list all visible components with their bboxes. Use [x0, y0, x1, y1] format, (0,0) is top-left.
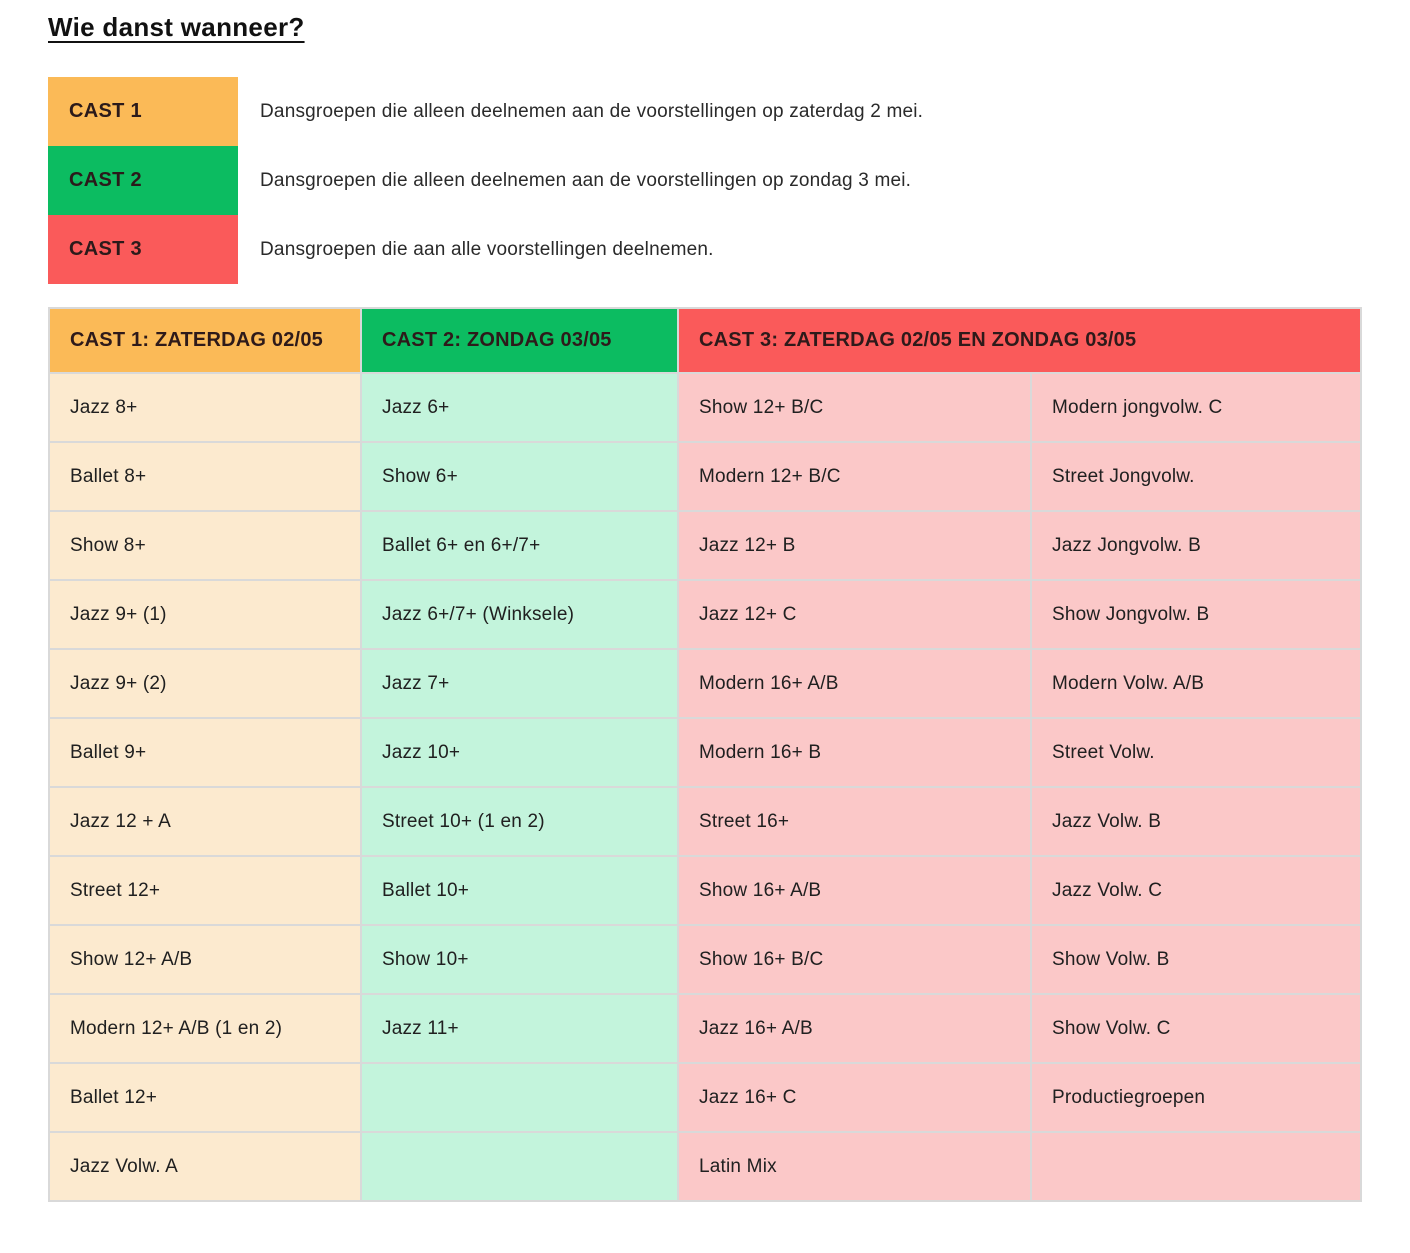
table-cell: Jazz 10+	[360, 717, 679, 788]
table-cell: Show Volw. B	[1029, 924, 1363, 995]
table-cell: Jazz 16+ A/B	[677, 993, 1032, 1064]
table-cell: Street 12+	[48, 855, 362, 926]
table-cell: Modern 16+ B	[677, 717, 1032, 788]
table-cell: Show 12+ A/B	[48, 924, 362, 995]
table-cell: Ballet 12+	[48, 1062, 362, 1133]
table-cell: Jazz 7+	[360, 648, 679, 719]
table-cell: Street Volw.	[1029, 717, 1363, 788]
table-cell: Street 10+ (1 en 2)	[360, 786, 679, 857]
table-cell	[360, 1131, 679, 1202]
table-cell: Modern jongvolw. C	[1029, 372, 1363, 443]
table-cell: Jazz 11+	[360, 993, 679, 1064]
table-cell: Productiegroepen	[1029, 1062, 1363, 1133]
table-cell: Jazz Volw. B	[1029, 786, 1363, 857]
table-cell: Show 8+	[48, 510, 362, 581]
table-cell: Jazz 12 + A	[48, 786, 362, 857]
table-cell: Jazz 12+ C	[677, 579, 1032, 650]
table-cell: Show Volw. C	[1029, 993, 1363, 1064]
column-header-cast2: CAST 2: ZONDAG 03/05	[360, 307, 679, 374]
schedule-table: CAST 1: ZATERDAG 02/05 CAST 2: ZONDAG 03…	[48, 307, 1363, 1202]
table-cell: Show 16+ A/B	[677, 855, 1032, 926]
table-row: Ballet 9+ Jazz 10+ Modern 16+ B Street Volw…	[48, 717, 1363, 788]
legend-item-cast1: CAST 1 Dansgroepen die alleen deelnemen …	[48, 77, 1410, 146]
column-header-cast1: CAST 1: ZATERDAG 02/05	[48, 307, 362, 374]
table-cell: Ballet 8+	[48, 441, 362, 512]
table-cell: Modern 12+ B/C	[677, 441, 1032, 512]
table-cell	[1029, 1131, 1363, 1202]
legend: CAST 1 Dansgroepen die alleen deelnemen …	[48, 77, 1410, 284]
table-cell: Jazz 9+ (1)	[48, 579, 362, 650]
table-cell: Modern 12+ A/B (1 en 2)	[48, 993, 362, 1064]
legend-description-cast1: Dansgroepen die alleen deelnemen aan de …	[260, 100, 924, 122]
table-cell: Show 16+ B/C	[677, 924, 1032, 995]
legend-item-cast3: CAST 3 Dansgroepen die aan alle voorstel…	[48, 215, 1410, 284]
table-row: Street 12+ Ballet 10+ Show 16+ A/B Jazz Vol…	[48, 855, 1363, 926]
legend-description-cast2: Dansgroepen die alleen deelnemen aan de …	[260, 169, 912, 191]
page-title: Wie danst wanneer?	[48, 12, 305, 42]
table-cell: Street 16+	[677, 786, 1032, 857]
table-row: Modern 12+ A/B (1 en 2) Jazz 11+ Jazz 16+ …	[48, 993, 1363, 1064]
table-cell: Jazz Volw. A	[48, 1131, 362, 1202]
table-cell: Ballet 9+	[48, 717, 362, 788]
legend-label-cast2: CAST 2	[69, 169, 142, 191]
table-row: Show 12+ A/B Show 10+ Show 16+ B/C Show Vol…	[48, 924, 1363, 995]
table-cell: Jazz Volw. C	[1029, 855, 1363, 926]
table-row: Jazz 9+ (1) Jazz 6+/7+ (Winksele) Jazz 12+…	[48, 579, 1363, 650]
table-cell: Jazz 6+	[360, 372, 679, 443]
legend-item-cast2: CAST 2 Dansgroepen die alleen deelnemen …	[48, 146, 1410, 215]
table-cell: Ballet 10+	[360, 855, 679, 926]
legend-label-cast1: CAST 1	[69, 100, 142, 122]
table-cell: Jazz 9+ (2)	[48, 648, 362, 719]
table-row: Ballet 8+ Show 6+ Modern 12+ B/C Street Jon…	[48, 441, 1363, 512]
table-row: Jazz 8+ Jazz 6+ Show 12+ B/C Modern jongvol…	[48, 372, 1363, 443]
table-row: Jazz 9+ (2) Jazz 7+ Modern 16+ A/B Modern V…	[48, 648, 1363, 719]
table-cell: Jazz 6+/7+ (Winksele)	[360, 579, 679, 650]
table-cell: Street Jongvolw.	[1029, 441, 1363, 512]
legend-swatch-cast1: CAST 1	[48, 77, 238, 146]
schedule-table-body: Jazz 8+ Jazz 6+ Show 12+ B/C Modern jongvol…	[48, 372, 1363, 1202]
legend-swatch-cast2: CAST 2	[48, 146, 238, 215]
schedule-table-header: CAST 1: ZATERDAG 02/05 CAST 2: ZONDAG 03…	[48, 307, 1363, 374]
table-row: Jazz Volw. A Latin Mix	[48, 1131, 1363, 1202]
table-cell	[360, 1062, 679, 1133]
legend-description-cast3: Dansgroepen die aan alle voorstellingen …	[260, 238, 714, 260]
table-row: Ballet 12+ Jazz 16+ C Productiegroepen	[48, 1062, 1363, 1133]
table-cell: Show 10+	[360, 924, 679, 995]
table-row: Show 8+ Ballet 6+ en 6+/7+ Jazz 12+ B Jazz …	[48, 510, 1363, 581]
table-cell: Modern Volw. A/B	[1029, 648, 1363, 719]
table-cell: Show Jongvolw. B	[1029, 579, 1363, 650]
table-cell: Modern 16+ A/B	[677, 648, 1032, 719]
table-cell: Jazz 8+	[48, 372, 362, 443]
header-row: CAST 1: ZATERDAG 02/05 CAST 2: ZONDAG 03…	[48, 307, 1363, 374]
page: Wie danst wanneer? CAST 1 Dansgroepen di…	[48, 12, 1410, 1202]
table-cell: Jazz Jongvolw. B	[1029, 510, 1363, 581]
table-row: Jazz 12 + A Street 10+ (1 en 2) Street 16+…	[48, 786, 1363, 857]
legend-swatch-cast3: CAST 3	[48, 215, 238, 284]
table-cell: Jazz 12+ B	[677, 510, 1032, 581]
table-cell: Jazz 16+ C	[677, 1062, 1032, 1133]
table-cell: Show 6+	[360, 441, 679, 512]
column-header-cast3: CAST 3: ZATERDAG 02/05 EN ZONDAG 03/05	[676, 307, 1363, 374]
table-cell: Show 12+ B/C	[677, 372, 1032, 443]
table-cell: Ballet 6+ en 6+/7+	[360, 510, 679, 581]
table-cell: Latin Mix	[677, 1131, 1032, 1202]
legend-label-cast3: CAST 3	[69, 238, 142, 260]
